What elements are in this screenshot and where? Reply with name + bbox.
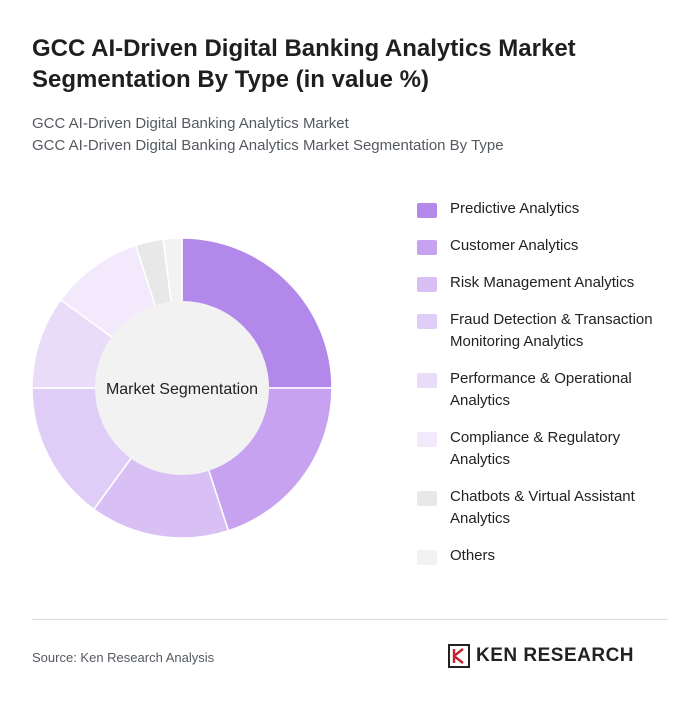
legend-label: Fraud Detection & Transaction Monitoring… bbox=[450, 311, 653, 350]
legend-swatch bbox=[417, 203, 437, 218]
legend-label: Chatbots & Virtual Assistant Analytics bbox=[450, 488, 635, 527]
legend-swatch bbox=[417, 491, 437, 506]
legend-swatch bbox=[417, 550, 437, 565]
chart-legend: Predictive Analytics Customer Analytics Ri… bbox=[417, 198, 677, 582]
title-line-2: Segmentation By Type (in value %) bbox=[32, 66, 429, 93]
legend-swatch bbox=[417, 314, 437, 329]
legend-swatch bbox=[417, 373, 437, 388]
center-label: Market Segmentation bbox=[106, 381, 258, 398]
logo-text: KEN RESEARCH bbox=[476, 645, 635, 666]
title-line-1: GCC AI-Driven Digital Banking Analytics … bbox=[32, 35, 576, 62]
chart-title: GCC AI-Driven Digital Banking Analytics … bbox=[32, 33, 672, 95]
legend-item[interactable]: Fraud Detection & Transaction Monitoring… bbox=[417, 309, 677, 353]
legend-item[interactable]: Others bbox=[417, 545, 677, 567]
legend-label: Compliance & Regulatory Analytics bbox=[450, 429, 621, 468]
legend-label: Others bbox=[450, 547, 496, 564]
donut-chart: Market Segmentation bbox=[31, 237, 333, 539]
legend-label: Risk Management Analytics bbox=[450, 274, 635, 291]
donut-hole bbox=[95, 301, 269, 475]
legend-label: Predictive Analytics bbox=[450, 200, 580, 217]
legend-swatch bbox=[417, 240, 437, 255]
ken-research-logo-icon bbox=[448, 644, 470, 668]
ken-research-logo: KEN RESEARCH bbox=[448, 644, 634, 668]
legend-swatch bbox=[417, 277, 437, 292]
subtitle-line-1: GCC AI-Driven Digital Banking Analytics … bbox=[32, 115, 349, 132]
chart-subtitle: GCC AI-Driven Digital Banking Analytics … bbox=[32, 113, 672, 157]
legend-item[interactable]: Predictive Analytics bbox=[417, 198, 677, 220]
legend-item[interactable]: Risk Management Analytics bbox=[417, 272, 677, 294]
legend-label: Customer Analytics bbox=[450, 237, 579, 254]
legend-item[interactable]: Chatbots & Virtual Assistant Analytics bbox=[417, 486, 677, 530]
source-note: Source: Ken Research Analysis bbox=[32, 650, 215, 665]
legend-label: Performance & Operational Analytics bbox=[450, 370, 632, 409]
legend-item[interactable]: Customer Analytics bbox=[417, 235, 677, 257]
legend-swatch bbox=[417, 432, 437, 447]
subtitle-line-2: GCC AI-Driven Digital Banking Analytics … bbox=[32, 137, 504, 154]
legend-item[interactable]: Performance & Operational Analytics bbox=[417, 368, 677, 412]
legend-item[interactable]: Compliance & Regulatory Analytics bbox=[417, 427, 677, 471]
footer-divider bbox=[32, 619, 668, 620]
